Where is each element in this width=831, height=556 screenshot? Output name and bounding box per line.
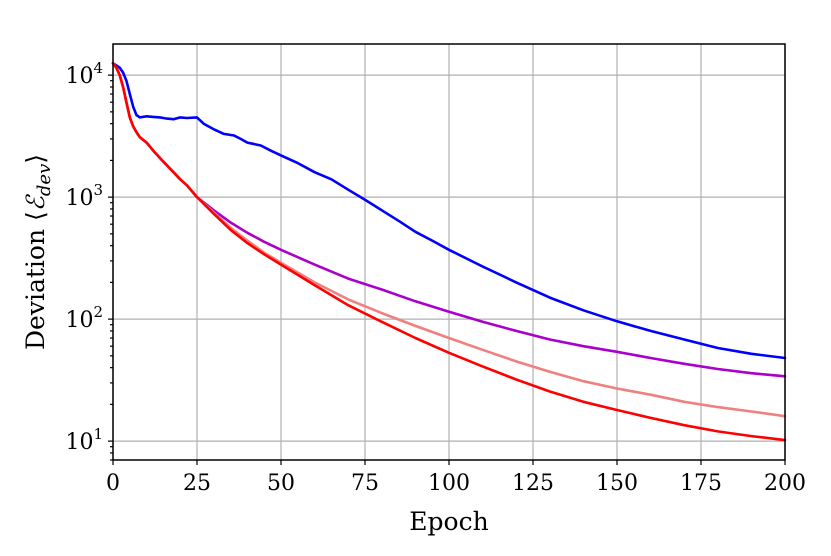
y-axis: 101 102 103 104 [65,59,113,461]
y-axis-label-symbol: ℰ [21,193,50,211]
x-tick-label: 175 [680,471,722,496]
series-line-1 [111,62,787,360]
series-lines [111,62,787,442]
y-axis-label-suffix: ⟩ [21,154,50,164]
x-tick-label: 25 [183,471,211,496]
y-tick-label: 101 [65,425,103,455]
x-tick-label: 50 [267,471,295,496]
y-tick-label: 103 [65,181,103,211]
x-tick-label: 150 [596,471,638,496]
x-tick-label: 0 [106,471,120,496]
y-axis-label-subscript: dev [34,164,55,196]
x-axis: 0 25 50 75 100 125 150 175 200 [106,460,806,496]
y-tick-label: 104 [65,59,103,89]
y-tick-label: 102 [65,303,103,333]
grid [112,44,786,460]
y-axis-label: Deviation ⟨ℰdev⟩ [21,154,55,350]
y-axis-label-prefix: Deviation ⟨ [21,211,50,350]
x-tick-label: 75 [351,471,379,496]
series-line-4 [111,62,787,442]
x-tick-label: 200 [764,471,806,496]
x-tick-label: 125 [512,471,554,496]
x-tick-label: 100 [428,471,470,496]
x-axis-label: Epoch [409,507,488,536]
